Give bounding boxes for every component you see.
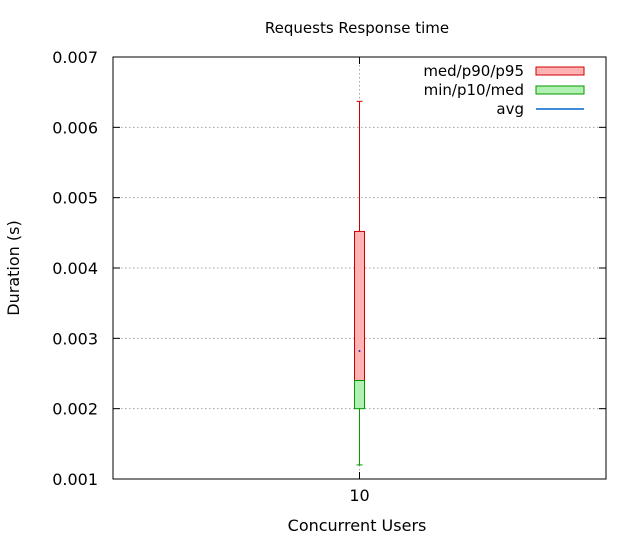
y-axis-label: Duration (s) (4, 220, 23, 315)
y-tick-label: 0.005 (52, 189, 98, 208)
y-tick-label: 0.003 (52, 329, 98, 348)
lower-box-p10-med (354, 380, 365, 410)
x-axis-label: Concurrent Users (288, 516, 427, 535)
y-tick-label: 0.002 (52, 400, 98, 419)
plot-frame (112, 56, 607, 480)
data-marks (354, 100, 365, 466)
y-tick-label: 0.004 (52, 259, 98, 278)
legend-swatch (535, 85, 585, 95)
y-tick-label: 0.001 (52, 470, 98, 489)
chart-title: Requests Response time (265, 19, 449, 37)
x-tick-label: 10 (349, 486, 369, 505)
legend-label: avg (496, 100, 524, 118)
y-tick-label: 0.006 (52, 118, 98, 137)
upper-box-med-p90 (354, 230, 365, 382)
legend-label: min/p10/med (424, 81, 524, 99)
y-tick-label: 0.007 (52, 48, 98, 67)
legend-swatch (535, 66, 585, 76)
legend-label: med/p90/p95 (423, 62, 524, 80)
